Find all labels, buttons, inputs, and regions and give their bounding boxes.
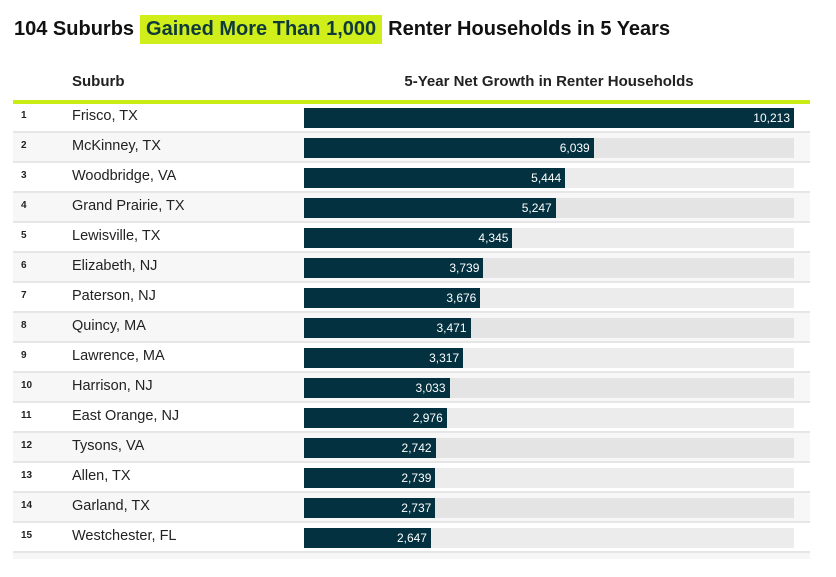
bar: 3,317 — [304, 348, 464, 368]
bar: 10,213 — [304, 108, 794, 128]
suburb-label: Paterson, NJ — [72, 288, 156, 304]
value-label: 10,213 — [753, 111, 790, 125]
bar-track: 3,676 — [304, 288, 794, 308]
table-tail — [13, 553, 810, 559]
column-header-growth: 5-Year Net Growth in Renter Households — [404, 73, 694, 90]
bar: 2,647 — [304, 528, 431, 548]
suburb-label: McKinney, TX — [72, 138, 161, 154]
bar: 2,742 — [304, 438, 436, 458]
value-label: 3,033 — [415, 381, 446, 395]
bar: 5,247 — [304, 198, 556, 218]
bar: 2,976 — [304, 408, 447, 428]
table-row: 12 Tysons, VA 2,742 — [13, 433, 810, 463]
table-row: 4 Grand Prairie, TX 5,247 — [13, 193, 810, 223]
bar-track: 6,039 — [304, 138, 794, 158]
bar: 5,444 — [304, 168, 566, 188]
bar-track: 3,317 — [304, 348, 794, 368]
suburb-label: Allen, TX — [72, 468, 131, 484]
suburb-label: Lawrence, MA — [72, 348, 165, 364]
table-row: 15 Westchester, FL 2,647 — [13, 523, 810, 553]
rank-label: 10 — [21, 380, 33, 391]
value-label: 3,739 — [449, 261, 480, 275]
bar-track: 2,976 — [304, 408, 794, 428]
rank-label: 12 — [21, 440, 33, 451]
suburb-label: Quincy, MA — [72, 318, 146, 334]
bar-track: 10,213 — [304, 108, 794, 128]
table-row: 13 Allen, TX 2,739 — [13, 463, 810, 493]
value-label: 3,317 — [429, 351, 460, 365]
suburb-label: Woodbridge, VA — [72, 168, 177, 184]
title-highlight: Gained More Than 1,000 — [140, 14, 383, 44]
bar-table: 1 Frisco, TX 10,213 2 McKinney, TX 6,039 3 Wood… — [13, 103, 810, 559]
table-row: 14 Garland, TX 2,737 — [13, 493, 810, 523]
suburb-label: Lewisville, TX — [72, 228, 161, 244]
bar-track: 2,647 — [304, 528, 794, 548]
bar-track: 3,739 — [304, 258, 794, 278]
bar: 4,345 — [304, 228, 513, 248]
suburb-label: Tysons, VA — [72, 438, 145, 454]
table-row: 3 Woodbridge, VA 5,444 — [13, 163, 810, 193]
bar: 3,739 — [304, 258, 484, 278]
bar: 3,033 — [304, 378, 450, 398]
rank-label: 5 — [21, 230, 27, 241]
table-row: 11 East Orange, NJ 2,976 — [13, 403, 810, 433]
bar: 3,676 — [304, 288, 481, 308]
suburb-label: Garland, TX — [72, 498, 150, 514]
rank-label: 2 — [21, 140, 27, 151]
suburb-label: Westchester, FL — [72, 528, 177, 544]
rank-label: 14 — [21, 500, 33, 511]
chart-title: 104 Suburbs Gained More Than 1,000 Rente… — [14, 14, 670, 44]
value-label: 2,647 — [396, 531, 427, 545]
table-row: 1 Frisco, TX 10,213 — [13, 103, 810, 133]
table-row: 6 Elizabeth, NJ 3,739 — [13, 253, 810, 283]
value-label: 2,976 — [412, 411, 443, 425]
rank-label: 6 — [21, 260, 27, 271]
suburb-label: Grand Prairie, TX — [72, 198, 185, 214]
rank-label: 3 — [21, 170, 27, 181]
suburb-label: Harrison, NJ — [72, 378, 153, 394]
value-label: 5,247 — [521, 201, 552, 215]
bar-track: 3,471 — [304, 318, 794, 338]
value-label: 2,739 — [401, 471, 432, 485]
bar: 6,039 — [304, 138, 594, 158]
rank-label: 11 — [21, 410, 32, 421]
rank-label: 13 — [21, 470, 33, 481]
bar-track: 5,444 — [304, 168, 794, 188]
table-header: Suburb 5-Year Net Growth in Renter House… — [13, 64, 810, 104]
value-label: 2,737 — [401, 501, 432, 515]
value-label: 2,742 — [401, 441, 432, 455]
value-label: 5,444 — [531, 171, 562, 185]
bar-track: 2,742 — [304, 438, 794, 458]
column-header-suburb: Suburb — [72, 73, 125, 90]
table-row: 7 Paterson, NJ 3,676 — [13, 283, 810, 313]
rank-label: 4 — [21, 200, 27, 211]
table-row: 2 McKinney, TX 6,039 — [13, 133, 810, 163]
bar-track: 2,739 — [304, 468, 794, 488]
bar-track: 4,345 — [304, 228, 794, 248]
bar-track: 5,247 — [304, 198, 794, 218]
title-suffix: Renter Households in 5 Years — [388, 17, 671, 40]
rank-label: 8 — [21, 320, 27, 331]
rank-label: 7 — [21, 290, 27, 301]
title-prefix: 104 Suburbs — [14, 17, 135, 40]
suburb-label: Frisco, TX — [72, 108, 138, 124]
value-label: 3,471 — [436, 321, 467, 335]
rank-label: 1 — [21, 110, 27, 121]
table-row: 9 Lawrence, MA 3,317 — [13, 343, 810, 373]
bar: 3,471 — [304, 318, 471, 338]
rank-label: 15 — [21, 530, 33, 541]
bar-track: 2,737 — [304, 498, 794, 518]
table-row: 10 Harrison, NJ 3,033 — [13, 373, 810, 403]
table-row: 5 Lewisville, TX 4,345 — [13, 223, 810, 253]
bar: 2,737 — [304, 498, 436, 518]
table-row: 8 Quincy, MA 3,471 — [13, 313, 810, 343]
suburb-label: East Orange, NJ — [72, 408, 180, 424]
rank-label: 9 — [21, 350, 27, 361]
bar: 2,739 — [304, 468, 436, 488]
value-label: 3,676 — [446, 291, 477, 305]
value-label: 4,345 — [478, 231, 509, 245]
bar-track: 3,033 — [304, 378, 794, 398]
suburb-label: Elizabeth, NJ — [72, 258, 158, 274]
value-label: 6,039 — [559, 141, 590, 155]
